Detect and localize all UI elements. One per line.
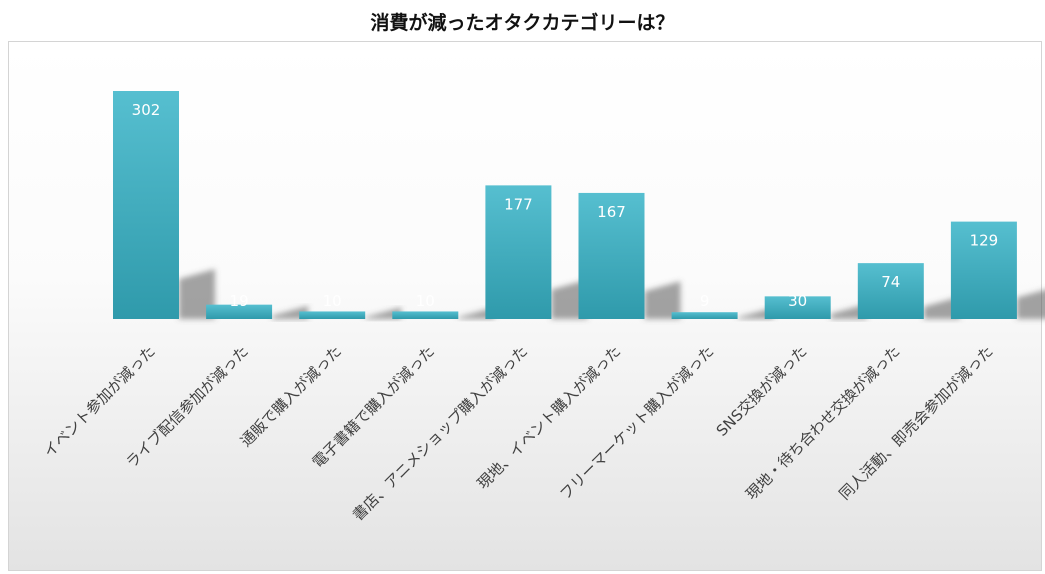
- bar-shadow: [272, 305, 309, 319]
- data-label: 177: [504, 195, 533, 213]
- category-label: 同人活動、即売会参加が減った: [835, 342, 996, 503]
- bar-shadow: [923, 296, 960, 319]
- data-label: 19: [230, 292, 249, 310]
- data-label: 167: [597, 203, 626, 221]
- data-label: 129: [970, 232, 999, 250]
- bar: [299, 311, 366, 319]
- bar-shadow: [1016, 289, 1045, 319]
- data-label: 30: [788, 292, 807, 310]
- bar-shadow: [551, 279, 588, 319]
- bar: [764, 296, 831, 319]
- bar: [485, 185, 552, 319]
- bar: [206, 304, 273, 319]
- category-label: 通販で購入が減った: [237, 342, 345, 450]
- data-label: 10: [323, 292, 342, 310]
- data-label: 74: [881, 273, 900, 291]
- data-label: 10: [416, 292, 435, 310]
- bar: [857, 263, 924, 319]
- data-label: 302: [132, 101, 161, 119]
- data-label: 9: [700, 292, 710, 310]
- category-label: 現地・待ち合わせ交換が減った: [742, 342, 903, 503]
- bar-shadow: [458, 307, 495, 319]
- category-label: 書店、アニメショップ購入が減った: [349, 342, 531, 524]
- bar: [113, 91, 179, 319]
- chart-title: 消費が減ったオタクカテゴリーは？: [370, 12, 675, 34]
- bar-shadow: [365, 307, 402, 319]
- bar-shadow: [737, 307, 774, 319]
- bar-shadow: [830, 304, 867, 319]
- category-label: フリーマーケット購入が減った: [556, 342, 717, 503]
- bar-shadow: [644, 281, 681, 319]
- bar: [392, 311, 459, 319]
- bar: [671, 312, 738, 319]
- bar: [578, 192, 645, 319]
- bar-shadow: [179, 269, 215, 319]
- category-label: SNS交換が減った: [713, 342, 811, 440]
- bar: [950, 221, 1017, 319]
